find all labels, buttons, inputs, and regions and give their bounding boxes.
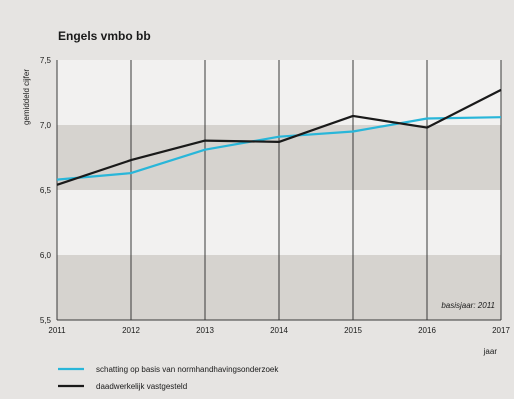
y-tick-label: 7,5	[40, 56, 52, 65]
y-axis-label: gemiddeld cijfer	[22, 69, 31, 125]
y-tick-label: 6,0	[40, 251, 52, 260]
basisjaar-annotation: basisjaar: 2011	[441, 301, 495, 310]
x-tick-label: 2016	[418, 326, 436, 335]
x-tick-label: 2014	[270, 326, 288, 335]
y-tick-label: 5,5	[40, 316, 52, 325]
x-axis-label: jaar	[483, 347, 498, 356]
x-tick-label: 2017	[492, 326, 510, 335]
chart-title: Engels vmbo bb	[58, 29, 151, 43]
y-tick-label: 7,0	[40, 121, 52, 130]
x-tick-label: 2011	[48, 326, 66, 335]
x-tick-label: 2015	[344, 326, 362, 335]
series-line-1	[56, 116, 502, 181]
x-tick-label: 2013	[196, 326, 214, 335]
legend-label-1: schatting op basis van normhandhavingson…	[96, 365, 279, 374]
y-tick-label: 6,5	[40, 186, 52, 195]
legend: schatting op basis van normhandhavingson…	[58, 365, 279, 391]
x-tick-label: 2012	[122, 326, 140, 335]
series-line-2	[56, 88, 502, 186]
legend-label-2: daadwerkelijk vastgesteld	[96, 382, 187, 391]
